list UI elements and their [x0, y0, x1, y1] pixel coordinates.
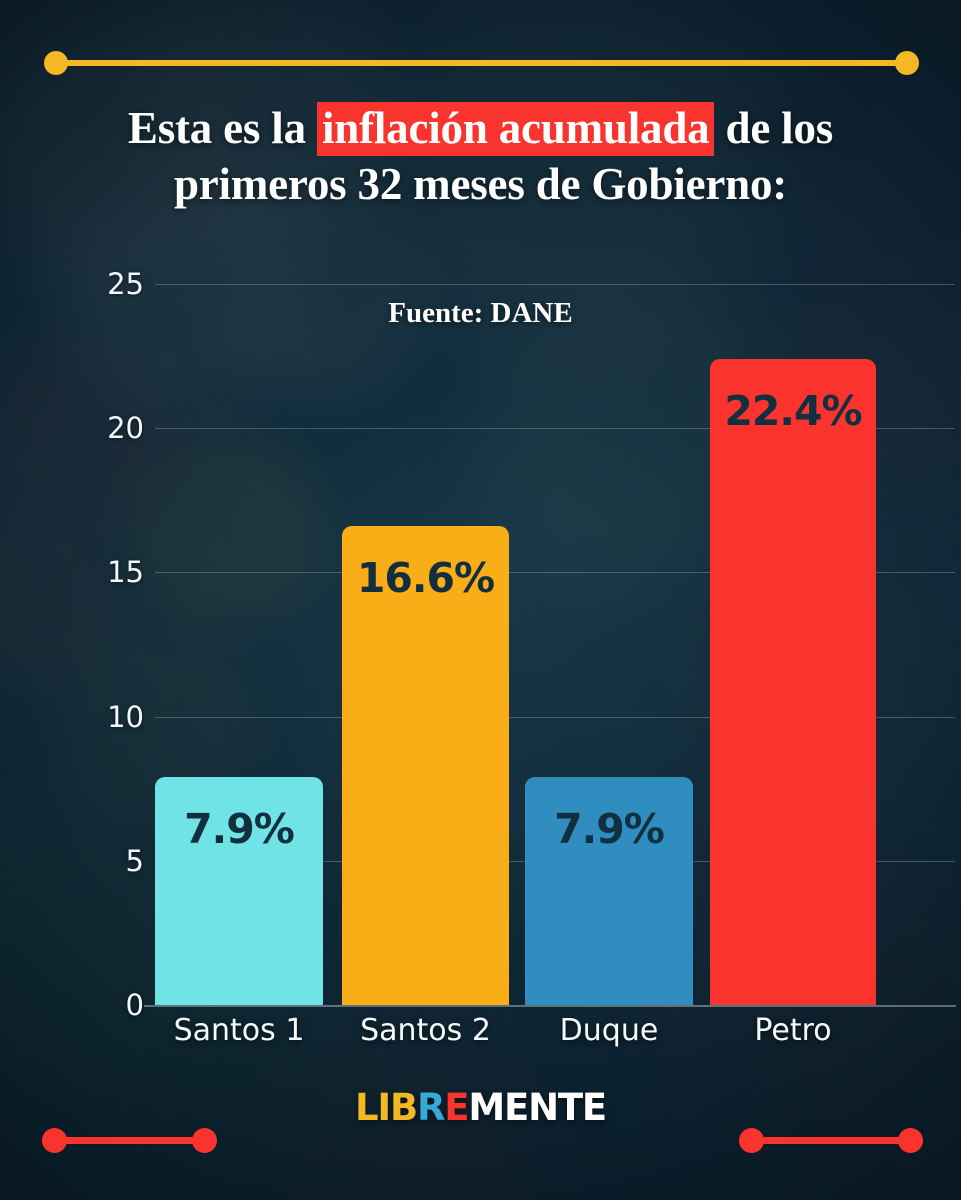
bar-value-label: 7.9%	[554, 805, 665, 854]
chart-source-note: Fuente: DANE	[388, 297, 573, 329]
x-axis-category-label: Santos 2	[360, 1013, 491, 1048]
headline-text-before: Esta es la	[127, 103, 317, 153]
headline-highlight: inflación acumulada	[316, 102, 715, 156]
bar-santos-2: 16.6%	[342, 526, 509, 1005]
bottom-left-rule-start-dot-icon	[42, 1128, 67, 1153]
bottom-right-rule-end-dot-icon	[898, 1128, 923, 1153]
logo-part-r: R	[417, 1086, 446, 1129]
headline-text-after: de los primeros 32 meses de Gobierno:	[173, 103, 834, 210]
gridline	[155, 572, 955, 574]
x-axis-category-label: Duque	[559, 1013, 659, 1048]
gridline	[155, 428, 955, 430]
logo-part-lib: LIB	[355, 1086, 418, 1129]
bar-value-label: 7.9%	[184, 805, 295, 854]
bar-duque: 7.9%	[525, 777, 693, 1005]
bar-santos-1: 7.9%	[155, 777, 323, 1005]
bottom-right-decorative-rule	[752, 1137, 910, 1144]
top-rule-left-dot-icon	[44, 51, 68, 75]
bottom-right-rule-start-dot-icon	[739, 1128, 764, 1153]
bottom-left-rule-end-dot-icon	[192, 1128, 217, 1153]
y-axis-tick-label: 15	[107, 555, 144, 590]
gridline	[155, 284, 955, 285]
y-axis-tick-label: 25	[107, 267, 144, 301]
y-axis-tick-label: 0	[125, 988, 144, 1022]
x-axis-category-label: Petro	[754, 1013, 832, 1048]
chart-baseline-axis	[144, 1005, 956, 1007]
top-decorative-rule	[57, 60, 910, 66]
bar-value-label: 16.6%	[356, 554, 495, 603]
top-rule-right-dot-icon	[895, 51, 919, 75]
bar-petro: 22.4%	[710, 358, 876, 1005]
brand-logo: LIBREMENTE	[0, 1086, 961, 1129]
chart-y-axis: 0 5 10 15 20 25	[36, 0, 144, 1200]
y-axis-tick-label: 10	[107, 699, 144, 734]
y-axis-tick-label: 5	[125, 843, 144, 878]
gridline	[155, 716, 955, 718]
x-axis-category-label: Santos 1	[173, 1013, 305, 1048]
logo-part-mente: MENTE	[468, 1086, 607, 1129]
logo-part-e: E	[444, 1086, 469, 1129]
bar-value-label: 22.4%	[724, 386, 862, 435]
bottom-left-decorative-rule	[55, 1137, 205, 1144]
page-title: Esta es la inflación acumulada de los pr…	[0, 100, 961, 213]
y-axis-tick-label: 20	[107, 411, 144, 446]
